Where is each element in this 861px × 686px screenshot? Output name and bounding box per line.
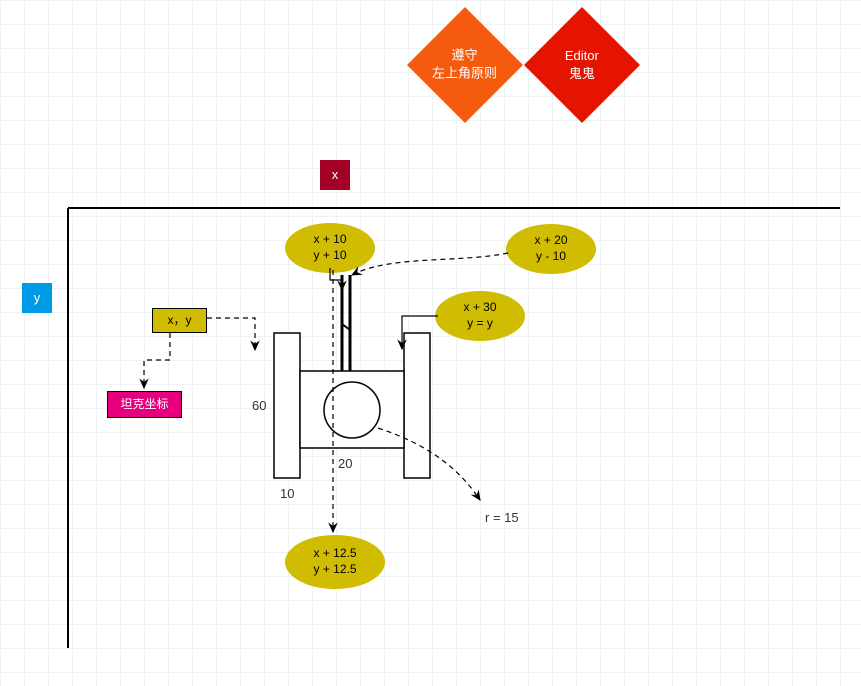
dim-10: 10 xyxy=(280,486,294,501)
tank-coord-box: 坦克坐标 xyxy=(107,391,182,418)
ellipse-x30yy: x + 30 y = y xyxy=(435,291,525,341)
dim-20: 20 xyxy=(338,456,352,471)
diamond-editor: Editor 鬼鬼 xyxy=(524,7,640,123)
ellipse-x10y10: x + 10 y + 10 xyxy=(285,223,375,273)
radius-label: r = 15 xyxy=(485,510,519,525)
ellipse-x20y-10: x + 20 y - 10 xyxy=(506,224,596,274)
arrows-solid xyxy=(330,268,438,349)
diamond-editor-line2: 鬼鬼 xyxy=(569,66,595,81)
dim-60: 60 xyxy=(252,398,266,413)
y-axis-badge: y xyxy=(22,283,52,313)
x-axis-badge: x xyxy=(320,160,350,190)
diamond-rules-line1: 遵守 xyxy=(452,48,478,63)
axes xyxy=(68,208,840,648)
diamond-rules: 遵守 左上角原则 xyxy=(407,7,523,123)
xy-box: x，y xyxy=(152,308,207,333)
diamond-rules-line2: 左上角原则 xyxy=(432,66,497,81)
ellipse-x125y125: x + 12.5 y + 12.5 xyxy=(285,535,385,589)
diamond-editor-line1: Editor xyxy=(565,48,599,63)
tank-geometry xyxy=(274,275,430,478)
svg-layer xyxy=(0,0,861,686)
